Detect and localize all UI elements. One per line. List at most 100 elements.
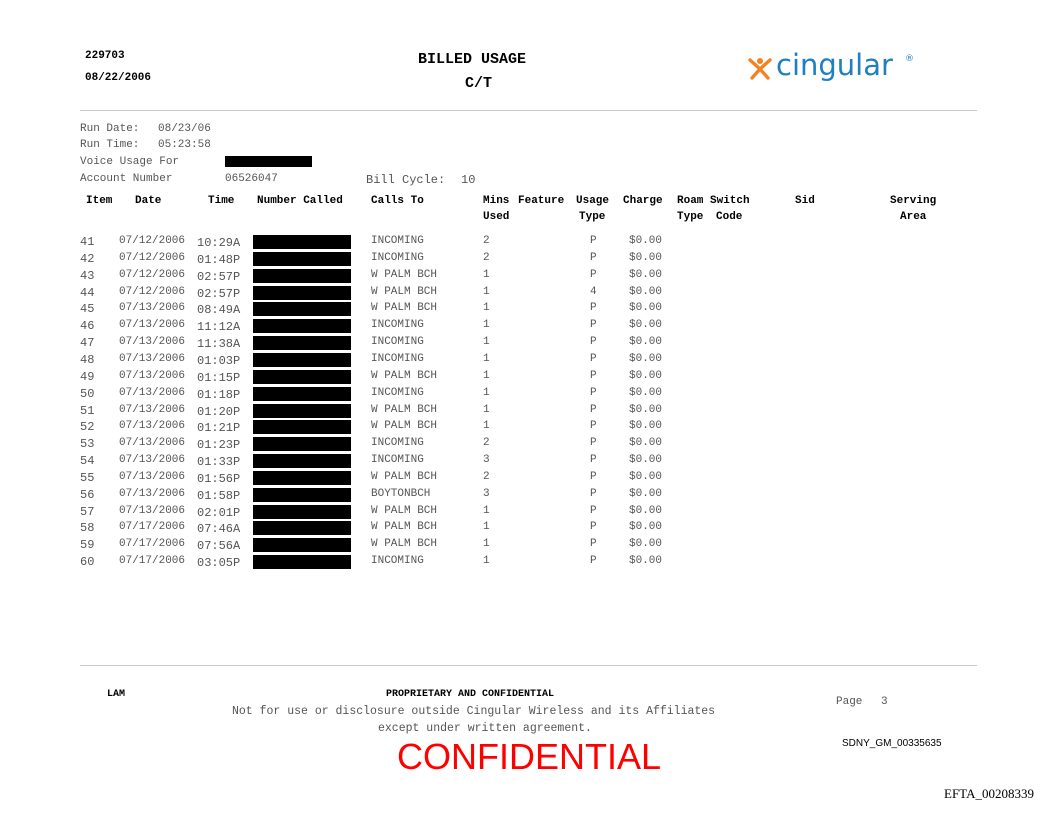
cell-calls-to: INCOMING [371,235,424,247]
cell-mins-used: 1 [483,504,490,517]
cell-charge: $0.00 [629,319,663,332]
cell-time: 01:03P [197,353,241,368]
cell-calls-to: W PALM BCH [371,403,438,416]
cell-calls-to: W PALM BCH [371,538,438,551]
cell-charge: $0.00 [629,285,663,298]
cell-time: 01:33P [197,455,241,470]
cell-calls-to: INCOMING [371,336,424,349]
redacted-number-called [253,235,351,249]
cell-usage-type: P [590,352,597,365]
run-date-label: Run Date: [80,123,140,135]
cell-date: 07/13/2006 [119,504,186,517]
run-date: 08/23/06 [158,123,211,135]
redacted-number-called [253,352,351,367]
account-number: 06526047 [225,173,278,185]
cell-date: 07/13/2006 [119,403,186,416]
cell-usage-type: P [590,369,597,382]
cell-charge: $0.00 [629,302,663,315]
cell-date: 07/13/2006 [119,487,186,500]
cell-charge: $0.00 [629,470,663,483]
redacted-number-called [253,251,351,266]
col-serving: Serving [890,195,937,207]
cell-calls-to: INCOMING [371,555,424,568]
cell-mins-used: 1 [483,336,490,349]
cell-time: 11:12A [197,320,241,335]
col-mins-used: Used [483,211,510,223]
cell-mins-used: 3 [483,454,490,467]
bill-cycle-label: Bill Cycle: [366,173,446,187]
cell-item: 54 [80,454,95,469]
disclosure-notice: Not for use or disclosure outside Cingul… [232,705,716,718]
cell-item: 56 [80,487,95,502]
cell-charge: $0.00 [629,352,663,365]
col-switch-code: Code [716,211,743,223]
cell-item: 57 [80,504,95,519]
cell-time: 11:38A [197,337,241,352]
cell-mins-used: 1 [483,352,490,365]
cell-item: 48 [80,352,95,367]
cell-time: 02:57P [197,269,241,284]
cell-calls-to: W PALM BCH [371,521,438,534]
cell-date: 07/13/2006 [119,386,186,399]
redacted-number-called [253,454,351,469]
cell-charge: $0.00 [629,336,663,349]
cell-mins-used: 1 [483,538,490,551]
col-switch: Switch [710,195,750,207]
cell-mins-used: 1 [483,319,490,332]
cell-usage-type: P [590,336,597,349]
report-id: 229703 [85,50,125,62]
cell-date: 07/17/2006 [119,555,186,568]
cell-date: 07/13/2006 [119,319,186,332]
cell-usage-type: P [590,504,597,517]
page-subtitle: C/T [465,75,493,92]
col-roam-type: Type [677,211,704,223]
redacted-number-called [253,487,351,502]
page-label: Page [836,696,863,708]
cell-charge: $0.00 [629,487,663,500]
cell-date: 07/13/2006 [119,437,186,450]
cell-calls-to: W PALM BCH [371,504,438,517]
cell-charge: $0.00 [629,268,663,281]
cell-time: 07:56A [197,539,241,554]
cell-mins-used: 1 [483,521,490,534]
cell-date: 07/13/2006 [119,302,186,315]
cell-date: 07/13/2006 [119,420,186,433]
cell-charge: $0.00 [629,386,663,399]
cingular-jack-icon [748,58,772,80]
registered-mark: ® [905,54,914,64]
page-number: 3 [881,696,888,708]
cell-item: 59 [80,538,95,553]
col-calls-to: Calls To [371,195,424,207]
run-time: 05:23:58 [158,139,211,151]
cell-charge: $0.00 [629,403,663,416]
cell-mins-used: 1 [483,403,490,416]
col-sid: Sid [795,195,815,207]
confidential-stamp: CONFIDENTIAL [397,736,662,777]
redacted-number-called [253,285,351,300]
cell-time: 01:20P [197,404,241,419]
cell-calls-to: INCOMING [371,352,424,365]
cell-mins-used: 1 [483,302,490,315]
cell-item: 44 [80,285,95,300]
cell-item: 60 [80,555,95,570]
cell-calls-to: INCOMING [371,437,424,450]
cell-usage-type: P [590,302,597,315]
cell-charge: $0.00 [629,538,663,551]
logo-text: cingular [776,48,893,82]
cell-item: 50 [80,386,95,401]
cell-time: 01:15P [197,370,241,385]
cell-date: 07/13/2006 [119,369,186,382]
cell-item: 55 [80,470,95,485]
cell-usage-type: P [590,420,597,433]
report-date: 08/22/2006 [85,72,152,84]
cell-time: 01:18P [197,387,241,402]
cell-calls-to: BOYTONBCH [371,487,431,500]
cell-time: 01:56P [197,471,241,486]
cell-mins-used: 2 [483,437,490,450]
cell-date: 07/12/2006 [119,235,186,247]
cell-mins-used: 2 [483,251,490,264]
cell-usage-type: P [590,487,597,500]
cell-time: 10:29A [197,236,241,250]
cell-time: 01:21P [197,421,241,436]
col-time: Time [208,195,235,207]
